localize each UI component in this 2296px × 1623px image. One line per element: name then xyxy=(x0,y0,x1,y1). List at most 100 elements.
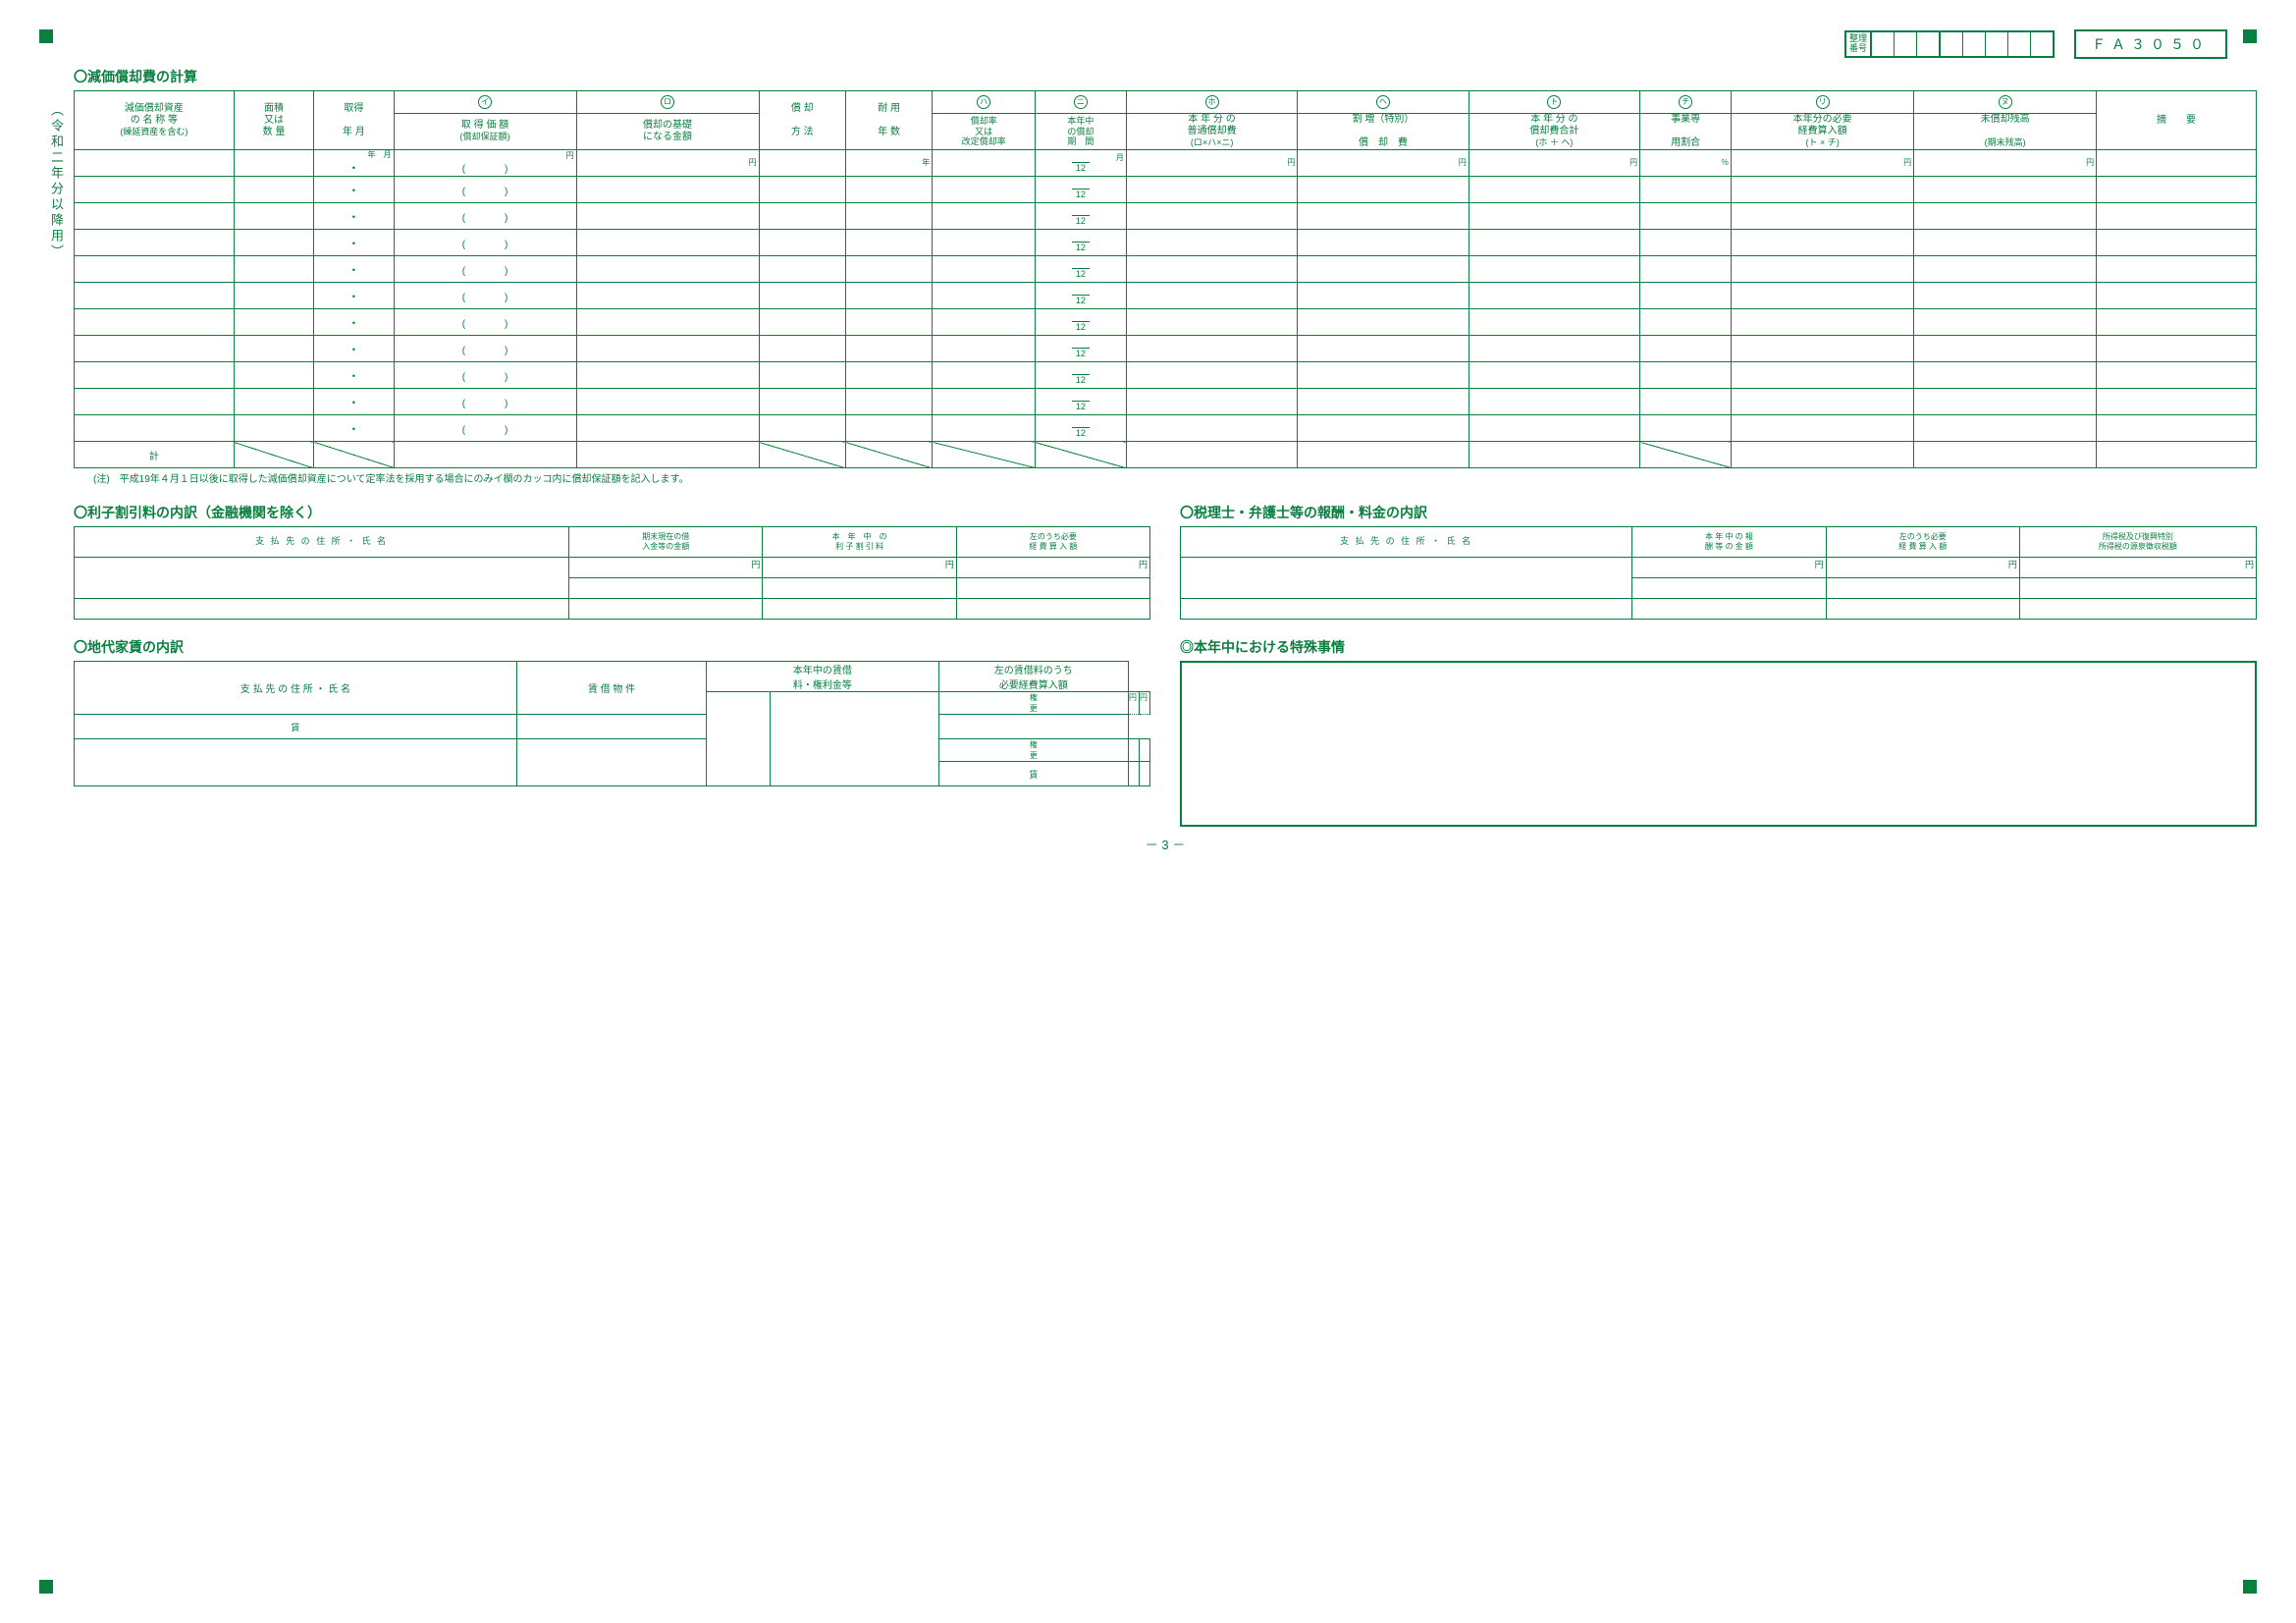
ref-cell[interactable] xyxy=(1941,32,1963,56)
input-cell[interactable] xyxy=(1640,336,1732,362)
input-cell[interactable] xyxy=(933,177,1036,203)
ref-cell[interactable] xyxy=(2008,32,2031,56)
input-cell[interactable] xyxy=(1126,336,1297,362)
input-cell[interactable] xyxy=(1181,558,1632,599)
ref-cell[interactable] xyxy=(1963,32,1986,56)
input-cell[interactable]: 円 xyxy=(1298,150,1468,177)
input-cell[interactable]: 年 xyxy=(845,150,932,177)
input-cell[interactable] xyxy=(933,336,1036,362)
input-cell[interactable] xyxy=(75,389,235,415)
input-cell[interactable] xyxy=(516,739,706,786)
input-cell[interactable] xyxy=(1126,203,1297,230)
input-cell[interactable] xyxy=(576,415,759,442)
period-cell[interactable]: 12 xyxy=(1035,230,1126,256)
input-cell[interactable] xyxy=(1298,177,1468,203)
ref-cell[interactable] xyxy=(1872,32,1895,56)
input-cell[interactable]: ・ xyxy=(314,389,394,415)
input-cell[interactable] xyxy=(845,177,932,203)
input-cell[interactable] xyxy=(1468,177,1639,203)
input-cell[interactable] xyxy=(1468,256,1639,283)
input-cell[interactable] xyxy=(234,389,313,415)
input-cell[interactable] xyxy=(1640,283,1732,309)
input-cell[interactable] xyxy=(759,415,845,442)
input-cell[interactable] xyxy=(1640,230,1732,256)
input-cell[interactable] xyxy=(1732,362,1914,389)
input-cell[interactable] xyxy=(1468,336,1639,362)
input-cell[interactable] xyxy=(759,309,845,336)
input-cell[interactable] xyxy=(75,309,235,336)
input-cell[interactable] xyxy=(1732,177,1914,203)
period-cell[interactable]: 12 xyxy=(1035,203,1126,230)
input-cell[interactable] xyxy=(845,309,932,336)
input-cell[interactable] xyxy=(1298,256,1468,283)
input-cell[interactable] xyxy=(933,309,1036,336)
input-cell[interactable]: ・ xyxy=(314,256,394,283)
input-cell[interactable] xyxy=(75,150,235,177)
input-cell[interactable] xyxy=(576,389,759,415)
input-cell[interactable] xyxy=(75,362,235,389)
input-cell[interactable] xyxy=(1140,739,1150,762)
input-cell[interactable] xyxy=(1914,362,2097,389)
input-cell[interactable]: ・ xyxy=(314,362,394,389)
input-cell[interactable] xyxy=(1914,283,2097,309)
input-cell[interactable] xyxy=(759,256,845,283)
input-cell[interactable]: ( ) xyxy=(394,203,576,230)
input-cell[interactable] xyxy=(1640,362,1732,389)
input-cell[interactable] xyxy=(845,283,932,309)
input-cell[interactable] xyxy=(2019,599,2256,620)
input-cell[interactable] xyxy=(576,362,759,389)
input-cell[interactable] xyxy=(75,256,235,283)
input-cell[interactable] xyxy=(1914,230,2097,256)
input-cell[interactable] xyxy=(75,558,569,599)
input-cell[interactable]: 円( ) xyxy=(394,150,576,177)
input-cell[interactable] xyxy=(1126,230,1297,256)
input-cell[interactable] xyxy=(933,256,1036,283)
input-cell[interactable] xyxy=(1632,578,1826,599)
input-cell[interactable] xyxy=(933,362,1036,389)
input-cell[interactable] xyxy=(1298,362,1468,389)
input-cell[interactable] xyxy=(845,203,932,230)
input-cell[interactable] xyxy=(2097,256,2257,283)
input-cell[interactable] xyxy=(75,177,235,203)
input-cell[interactable] xyxy=(1298,203,1468,230)
input-cell[interactable] xyxy=(75,203,235,230)
input-cell[interactable] xyxy=(933,283,1036,309)
input-cell[interactable] xyxy=(2097,415,2257,442)
input-cell[interactable] xyxy=(1298,415,1468,442)
input-cell[interactable] xyxy=(933,203,1036,230)
input-cell[interactable]: ％ xyxy=(1640,150,1732,177)
input-cell[interactable] xyxy=(1468,283,1639,309)
input-cell[interactable]: ・ xyxy=(314,283,394,309)
input-cell[interactable] xyxy=(1914,256,2097,283)
input-cell[interactable] xyxy=(234,177,313,203)
input-cell[interactable] xyxy=(1468,362,1639,389)
input-cell[interactable]: ・ xyxy=(314,230,394,256)
input-cell[interactable] xyxy=(1126,256,1297,283)
input-cell[interactable] xyxy=(1732,415,1914,442)
period-cell[interactable]: 12 xyxy=(1035,336,1126,362)
input-cell[interactable]: 年 月・ xyxy=(314,150,394,177)
input-cell[interactable] xyxy=(2097,389,2257,415)
input-cell[interactable]: ・ xyxy=(314,203,394,230)
input-cell[interactable] xyxy=(1732,283,1914,309)
input-cell[interactable] xyxy=(75,230,235,256)
input-cell[interactable] xyxy=(576,230,759,256)
input-cell[interactable] xyxy=(2019,578,2256,599)
input-cell[interactable] xyxy=(845,336,932,362)
input-cell[interactable] xyxy=(845,389,932,415)
input-cell[interactable] xyxy=(1914,336,2097,362)
period-cell[interactable]: 12 xyxy=(1035,256,1126,283)
input-cell[interactable]: ( ) xyxy=(394,389,576,415)
ref-cell[interactable] xyxy=(1917,32,1941,56)
input-cell[interactable] xyxy=(770,692,938,786)
input-cell[interactable] xyxy=(1140,762,1150,786)
input-cell[interactable]: 円 xyxy=(1126,150,1297,177)
input-cell[interactable] xyxy=(2097,336,2257,362)
input-cell[interactable] xyxy=(75,599,569,620)
input-cell[interactable]: ( ) xyxy=(394,415,576,442)
input-cell[interactable] xyxy=(569,578,763,599)
input-cell[interactable] xyxy=(576,256,759,283)
input-cell[interactable] xyxy=(1640,256,1732,283)
ref-cell[interactable] xyxy=(1895,32,1917,56)
input-cell[interactable] xyxy=(763,599,956,620)
